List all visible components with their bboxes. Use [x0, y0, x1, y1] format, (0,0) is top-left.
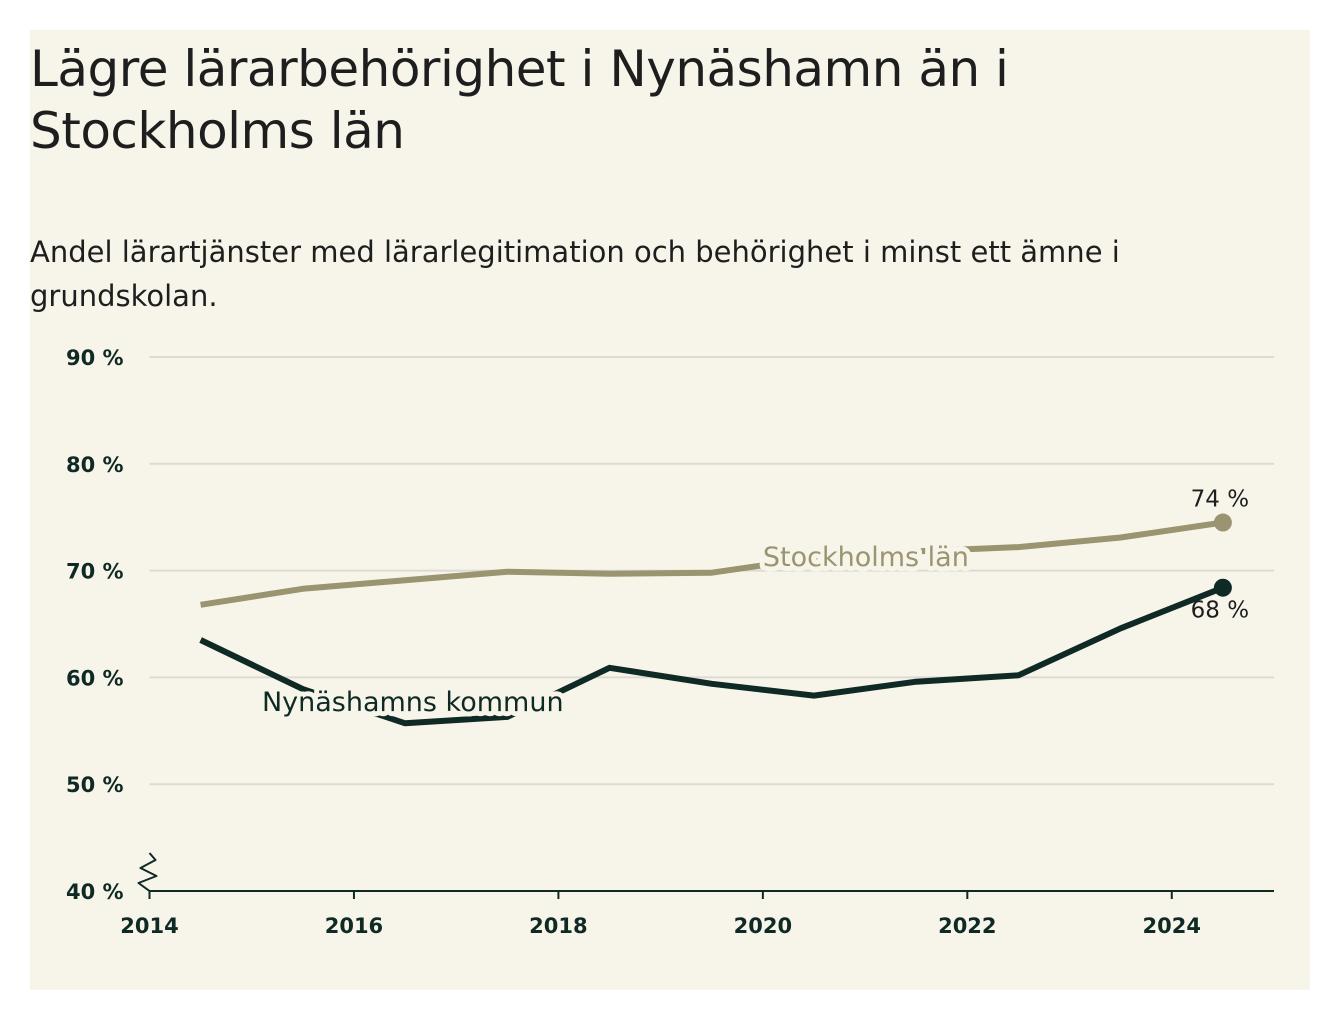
- x-tick-label: 2018: [529, 914, 587, 938]
- y-tick-label: 40 %: [66, 880, 124, 904]
- y-tick-label: 60 %: [66, 666, 124, 690]
- x-tick-label: 2024: [1143, 914, 1201, 938]
- chart-subtitle: Andel lärartjänster med lärarlegitimatio…: [30, 235, 1120, 313]
- end-point: [1213, 513, 1232, 532]
- y-tick-label: 80 %: [66, 453, 124, 477]
- x-tick-label: 2020: [734, 914, 792, 938]
- line-chart: 40 % 50 % 60 % 70 % 80 % 90 % 2014 2016 2018 2020…: [66, 346, 1274, 938]
- axes: 40 % 50 % 60 % 70 % 80 % 90 % 2014 2016 2018 2020…: [66, 346, 1274, 938]
- x-tick-label: 2016: [325, 914, 383, 938]
- stockholm-line: [200, 519, 1224, 608]
- nynashamn-end-label: 68 %: [1191, 598, 1249, 624]
- chart-title: Lägre lärarbehörighet i Nynäshamn än i S…: [30, 40, 1009, 160]
- stockholm-label: Stockholms län: [763, 542, 969, 573]
- stockholm-end-label: 74 %: [1191, 487, 1249, 513]
- gridlines: [149, 356, 1274, 786]
- axis-break-icon: [137, 852, 158, 892]
- y-tick-label: 50 %: [66, 773, 124, 797]
- nynashamn-line: [199, 584, 1225, 727]
- y-tick-label: 90 %: [66, 346, 124, 370]
- x-tick-label: 2022: [938, 914, 996, 938]
- series-label-halo: Nynäshamns kommun: [262, 687, 564, 718]
- series-label-halo: Stockholms län: [763, 542, 969, 573]
- chart-card: Lägre lärarbehörighet i Nynäshamn än i S…: [30, 30, 1310, 990]
- x-tick-label: 2014: [120, 914, 178, 938]
- nynashamn-label: Nynäshamns kommun: [262, 687, 564, 718]
- series-lines: [199, 513, 1232, 727]
- y-tick-label: 70 %: [66, 560, 124, 584]
- end-point: [1213, 578, 1232, 597]
